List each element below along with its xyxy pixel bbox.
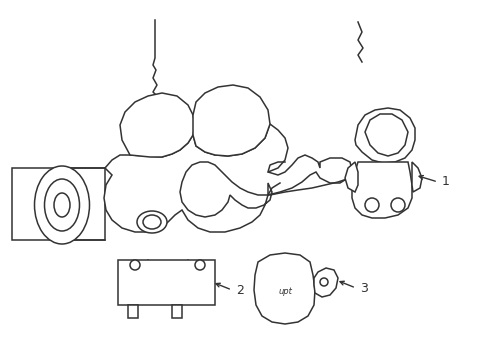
Text: 3: 3 bbox=[359, 282, 367, 294]
Polygon shape bbox=[193, 85, 269, 156]
Text: 2: 2 bbox=[236, 284, 244, 297]
Ellipse shape bbox=[44, 179, 80, 231]
Polygon shape bbox=[120, 93, 195, 157]
Ellipse shape bbox=[54, 193, 70, 217]
Ellipse shape bbox=[137, 211, 167, 233]
Polygon shape bbox=[354, 108, 414, 163]
Polygon shape bbox=[12, 168, 105, 240]
Polygon shape bbox=[118, 260, 215, 305]
Circle shape bbox=[364, 198, 378, 212]
Circle shape bbox=[195, 260, 204, 270]
Polygon shape bbox=[411, 162, 421, 192]
Polygon shape bbox=[313, 268, 337, 297]
Circle shape bbox=[130, 260, 140, 270]
Polygon shape bbox=[128, 305, 138, 318]
Polygon shape bbox=[351, 162, 411, 218]
Text: upt: upt bbox=[278, 288, 291, 297]
Polygon shape bbox=[253, 253, 314, 324]
Circle shape bbox=[319, 278, 327, 286]
Polygon shape bbox=[104, 124, 351, 232]
Polygon shape bbox=[172, 305, 182, 318]
Polygon shape bbox=[345, 162, 357, 192]
Circle shape bbox=[390, 198, 404, 212]
Ellipse shape bbox=[35, 166, 89, 244]
Text: 1: 1 bbox=[441, 175, 449, 189]
Polygon shape bbox=[364, 114, 407, 156]
Ellipse shape bbox=[142, 215, 161, 229]
